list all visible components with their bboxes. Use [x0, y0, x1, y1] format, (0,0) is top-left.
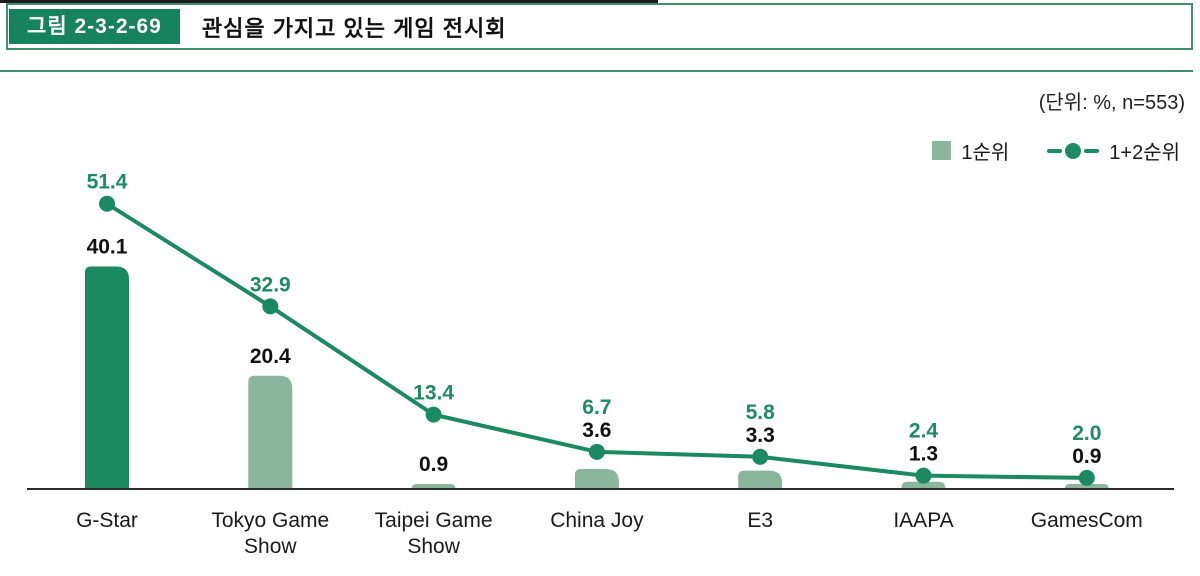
bar-Tokyo Game Show [248, 375, 293, 489]
bar-E3 [738, 470, 783, 489]
category-label-E3: E3 [747, 509, 773, 532]
bar-value-label-China Joy: 3.6 [582, 419, 611, 442]
bar-value-label-E3: 3.3 [746, 424, 775, 447]
bar-value-label-GamesCom: 0.9 [1072, 445, 1101, 468]
line-value-label-Tokyo Game Show: 32.9 [250, 273, 291, 296]
line-value-label-GamesCom: 2.0 [1072, 422, 1101, 445]
bar-Taipei Game Show [411, 484, 456, 489]
category-label-China Joy: China Joy [550, 509, 644, 532]
figure-titlebar: 그림 2-3-2-69 관심을 가지고 있는 게임 전시회 [6, 3, 1193, 50]
bar-IAAPA [901, 481, 946, 489]
line-value-label-Taipei Game Show: 13.4 [413, 382, 454, 405]
category-label-IAAPA: IAAPA [893, 509, 953, 532]
bar-value-label-G-Star: 40.1 [87, 235, 128, 258]
legend-item-rank12: 1+2순위 [1047, 136, 1180, 165]
category-label-GamesCom: GamesCom [1031, 509, 1143, 532]
line-value-label-G-Star: 51.4 [87, 171, 128, 194]
bar-G-Star [85, 266, 129, 489]
figure-number-badge: 그림 2-3-2-69 [9, 9, 180, 44]
legend-label-rank1: 1순위 [961, 142, 1010, 164]
category-label-Taipei Game Show: Taipei Game Show [375, 509, 493, 558]
category-label-G-Star: G-Star [76, 509, 138, 532]
legend-label-rank12: 1+2순위 [1109, 142, 1180, 164]
figure-title: 관심을 가지고 있는 게임 전시회 [201, 15, 507, 41]
bar-value-label-IAAPA: 1.3 [909, 443, 938, 466]
line-point-Taipei Game Show [425, 406, 442, 423]
line-point-IAAPA [915, 467, 932, 484]
line-point-Tokyo Game Show [262, 298, 279, 315]
unit-note: (단위: %, n=553) [1038, 92, 1185, 114]
bar-value-label-Taipei Game Show: 0.9 [419, 453, 448, 476]
line-value-label-E3: 5.8 [746, 401, 776, 424]
legend-item-rank1: 1순위 [932, 136, 1009, 165]
line-point-China Joy [588, 443, 605, 460]
chart-legend: 1순위 1+2순위 [932, 136, 1180, 165]
bar-China Joy [574, 469, 619, 489]
line-dot-icon [1047, 142, 1100, 159]
line-point-G-Star [99, 195, 115, 212]
top-rule [0, 0, 658, 3]
line-point-GamesCom [1078, 469, 1095, 486]
bar-value-label-Tokyo Game Show: 20.4 [250, 345, 291, 368]
category-label-Tokyo Game Show: Tokyo Game Show [211, 509, 329, 558]
line-value-label-IAAPA: 2.4 [909, 420, 939, 443]
line-point-E3 [752, 448, 769, 465]
bar-GamesCom [1064, 484, 1109, 489]
bar-swatch-icon [932, 141, 952, 160]
line-value-label-China Joy: 6.7 [582, 396, 611, 419]
header-separator-rule [0, 70, 1193, 72]
